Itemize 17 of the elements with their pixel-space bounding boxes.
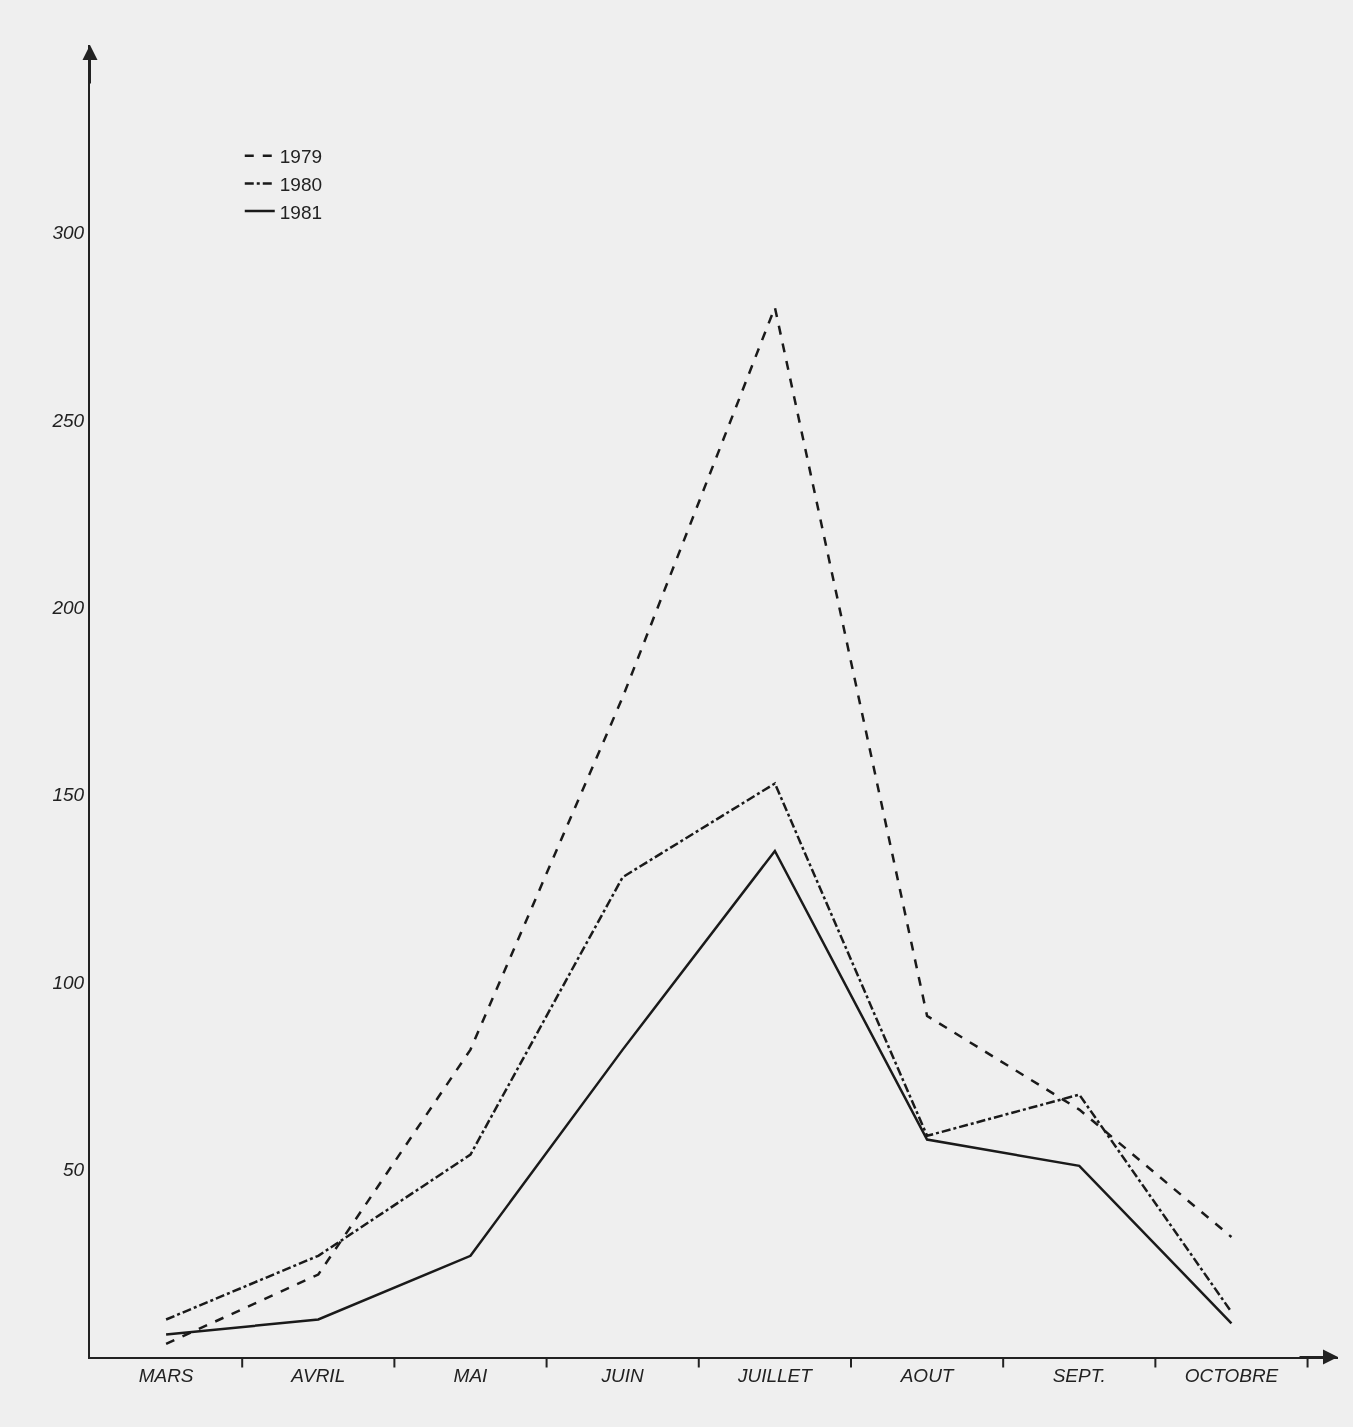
x-tick-label: OCTOBRE [1184,1364,1279,1386]
y-tick-label: 300 [52,222,85,244]
legend-label: 1980 [279,173,323,195]
legend-label: 1979 [279,146,323,168]
x-tick-label: MARS [138,1364,194,1386]
y-tick-label: 100 [52,971,85,993]
y-tick-label: 150 [52,784,85,806]
y-tick-label: 200 [51,596,85,618]
x-tick-label: JUILLET [736,1364,814,1386]
y-tick-label: 250 [51,409,85,431]
x-tick-label: AOUT [899,1364,955,1386]
legend-label: 1981 [279,201,323,223]
x-tick-label: SEPT. [1052,1364,1106,1386]
y-tick-label: 50 [63,1159,85,1181]
x-tick-label: MAI [453,1364,489,1386]
x-tick-label: AVRIL [290,1364,346,1386]
x-tick-label: JUIN [600,1364,645,1386]
